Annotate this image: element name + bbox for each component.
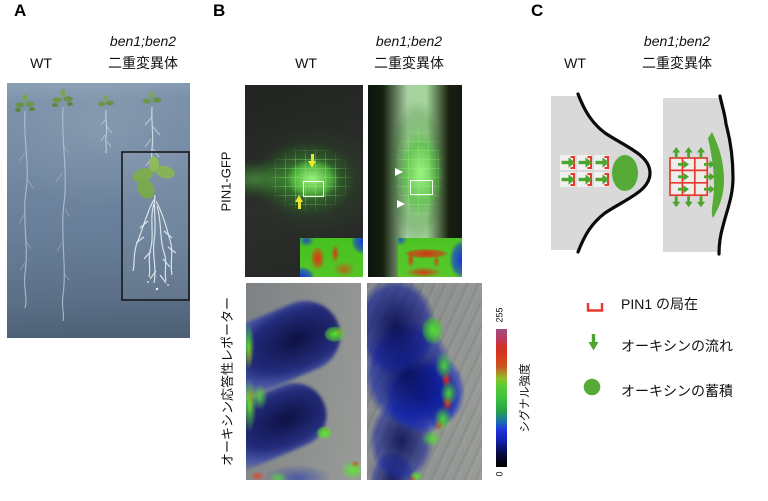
signal-intensity-colorbar xyxy=(496,329,507,467)
micrograph-auxin-reporter-wt xyxy=(246,283,361,480)
white-arrowhead-icon xyxy=(395,168,403,176)
row-label-auxin-reporter: オーキシン応答性レポーター xyxy=(219,296,235,467)
mutant-outline-curve xyxy=(717,94,735,256)
legend-auxin-flow-label: オーキシンの流れ xyxy=(621,338,733,354)
wt-outline-curve xyxy=(576,92,652,254)
yellow-arrow-down-icon xyxy=(308,154,317,168)
panel-a-mutant-desc: 二重変異体 xyxy=(108,55,178,71)
panel-c-label: C xyxy=(531,1,544,20)
seedlings-illustration xyxy=(15,88,190,322)
row-label-pin1-gfp: PIN1-GFP xyxy=(218,151,234,211)
colorbar-max-tick: 255 xyxy=(495,307,505,323)
auxin-flow-arrow-icon xyxy=(588,334,599,351)
roi-box-mutant xyxy=(410,180,433,195)
panel-c-wt-header: WT xyxy=(564,55,586,71)
heatmap-inset-wt xyxy=(300,238,363,277)
pin1-localization-bracket-icon xyxy=(586,303,604,312)
panel-c-mutant-name: ben1;ben2 xyxy=(643,33,711,49)
panel-a-label: A xyxy=(14,1,27,20)
panel-a-wt-header: WT xyxy=(30,55,52,71)
signal-hotspots xyxy=(246,283,361,480)
roi-box-wt xyxy=(303,181,324,197)
heatmap-inset-mutant xyxy=(398,238,462,277)
wt-seedling-1 xyxy=(15,94,35,309)
inset-zoom-box xyxy=(121,151,190,301)
wt-seedling-2 xyxy=(52,88,73,322)
panel-b-mutant-desc: 二重変異体 xyxy=(374,55,444,71)
panel-b-mutant-name: ben1;ben2 xyxy=(375,33,443,49)
micrograph-auxin-reporter-mutant xyxy=(367,283,482,480)
auxin-accumulation-mutant xyxy=(708,132,724,218)
panel-c-mutant-desc: 二重変異体 xyxy=(642,55,712,71)
wt-schematic xyxy=(551,92,652,254)
panel-b-wt-header: WT xyxy=(295,55,317,71)
white-arrowhead-icon xyxy=(397,200,405,208)
auxin-accumulation-circle-icon xyxy=(583,378,601,396)
micrograph-pin1gfp-mutant xyxy=(368,85,462,277)
panel-b-label: B xyxy=(213,1,226,20)
micrograph-pin1gfp-wt xyxy=(245,85,363,277)
yellow-arrow-up-icon xyxy=(295,195,304,209)
colorbar-min-tick: 0 xyxy=(494,471,505,477)
mutant-schematic xyxy=(663,94,735,256)
mutant-seedling-1 xyxy=(98,94,114,154)
auxin-accumulation-wt xyxy=(612,155,638,191)
seedling-plate-photo xyxy=(7,83,190,338)
colorbar-axis-label: シグナル強度 xyxy=(519,363,531,433)
legend-pin1-label: PIN1 の局在 xyxy=(621,296,699,312)
legend-auxin-accumulation-label: オーキシンの蓄積 xyxy=(621,383,733,399)
panel-a-mutant-name: ben1;ben2 xyxy=(109,33,177,49)
